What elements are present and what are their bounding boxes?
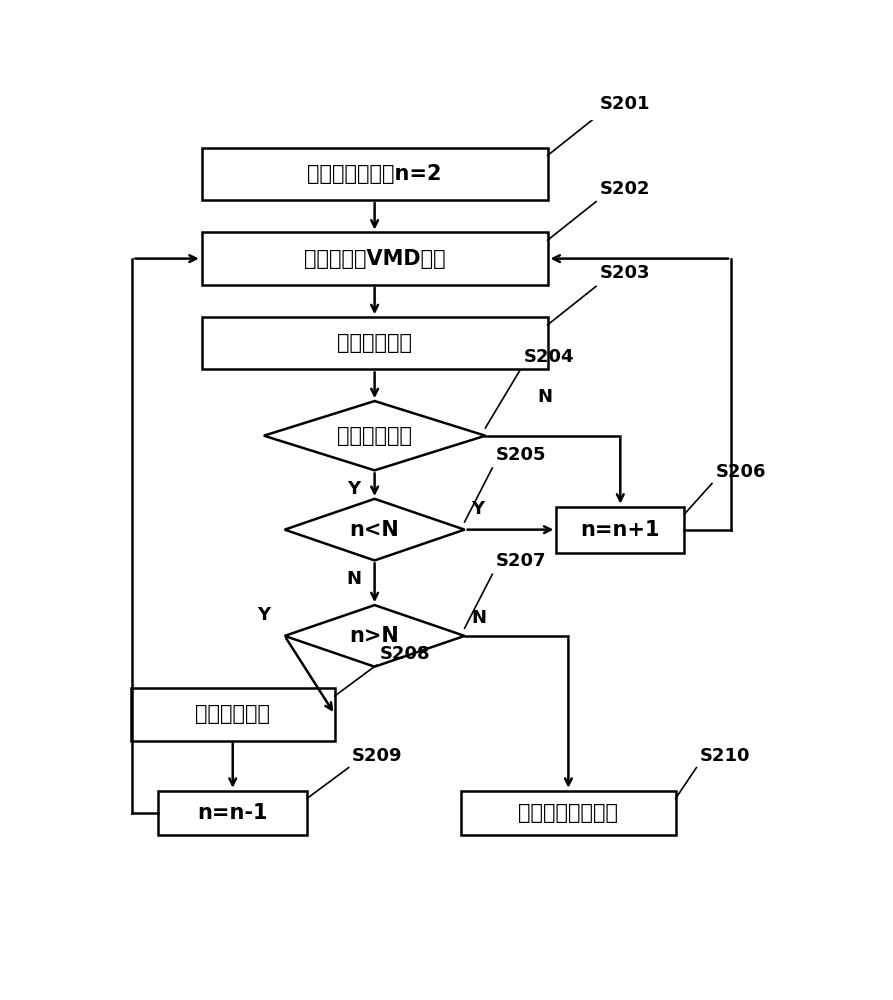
Bar — [202, 317, 547, 369]
Text: S203: S203 — [599, 264, 650, 282]
Text: Y: Y — [472, 500, 485, 518]
Text: S208: S208 — [380, 645, 430, 663]
Text: 计算相关系数: 计算相关系数 — [338, 333, 412, 353]
Text: 得到信号分解结果: 得到信号分解结果 — [519, 803, 618, 823]
Text: 对信号进行VMD分解: 对信号进行VMD分解 — [304, 249, 446, 269]
Text: N: N — [346, 570, 362, 588]
Text: S205: S205 — [496, 446, 547, 464]
Bar — [202, 148, 547, 200]
Text: n>N: n>N — [350, 626, 399, 646]
Text: S201: S201 — [599, 95, 650, 113]
Text: S209: S209 — [352, 747, 403, 765]
Text: S204: S204 — [523, 348, 574, 366]
Polygon shape — [285, 499, 464, 560]
Bar — [556, 507, 684, 553]
Bar — [461, 791, 676, 835]
Text: S206: S206 — [715, 463, 766, 481]
Text: Y: Y — [347, 480, 361, 498]
Text: n=n-1: n=n-1 — [197, 803, 268, 823]
Polygon shape — [264, 401, 486, 470]
Text: N: N — [538, 388, 552, 406]
Bar — [202, 232, 547, 285]
Text: 相关系数递减: 相关系数递减 — [338, 426, 412, 446]
Text: 初始化模态数量n=2: 初始化模态数量n=2 — [307, 164, 442, 184]
Text: S207: S207 — [496, 552, 547, 570]
Text: Y: Y — [257, 606, 271, 624]
Bar — [158, 791, 307, 835]
Text: 模态分量重构: 模态分量重构 — [196, 704, 271, 724]
Text: n=n+1: n=n+1 — [580, 520, 660, 540]
Text: n<N: n<N — [350, 520, 399, 540]
Text: S210: S210 — [700, 747, 750, 765]
Text: S202: S202 — [599, 180, 650, 198]
Polygon shape — [285, 605, 464, 667]
Bar — [130, 688, 335, 741]
Text: N: N — [472, 609, 487, 627]
